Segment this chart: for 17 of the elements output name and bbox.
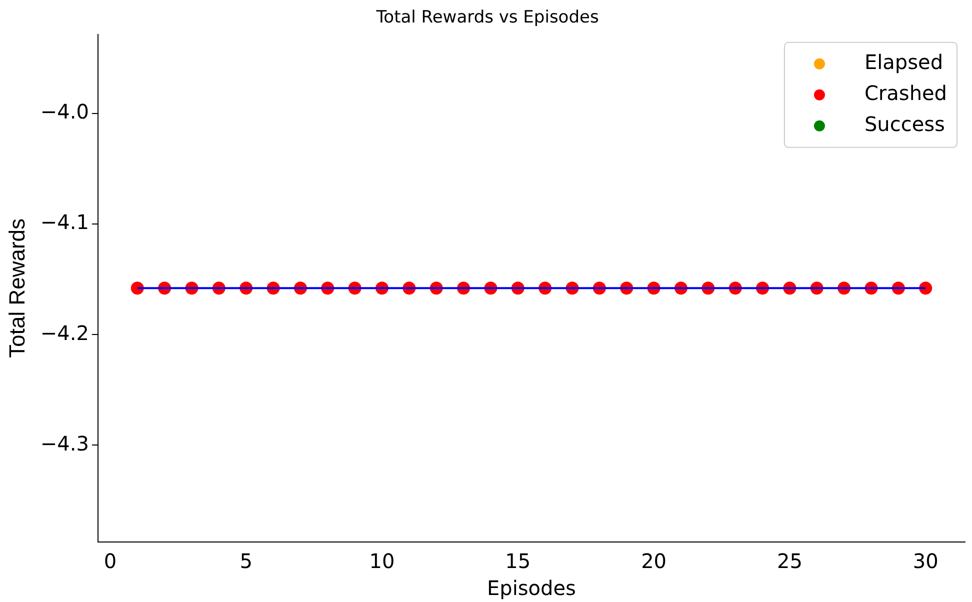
chart-title: Total Rewards vs Episodes [375, 8, 599, 28]
y-axis-title: Total Rewards [4, 218, 30, 358]
x-tick-label: 30 [912, 549, 938, 574]
x-tick-label: 0 [104, 549, 117, 574]
x-tick-label: 10 [369, 549, 395, 574]
x-tick-label: 25 [776, 549, 802, 574]
legend-label: Success [864, 112, 945, 136]
y-tick-label: −4.1 [40, 210, 89, 234]
x-axis-title: Episodes [487, 576, 576, 600]
y-tick-label: −4.3 [40, 431, 89, 456]
y-tick-label: −4.0 [40, 100, 89, 124]
y-tick-label: −4.2 [40, 320, 89, 345]
x-tick-label: 5 [240, 549, 252, 574]
x-tick-label: 15 [505, 549, 531, 574]
legend-label: Crashed [864, 81, 948, 106]
legend-label: Elapsed [864, 50, 944, 74]
x-tick-label: 20 [641, 549, 667, 574]
